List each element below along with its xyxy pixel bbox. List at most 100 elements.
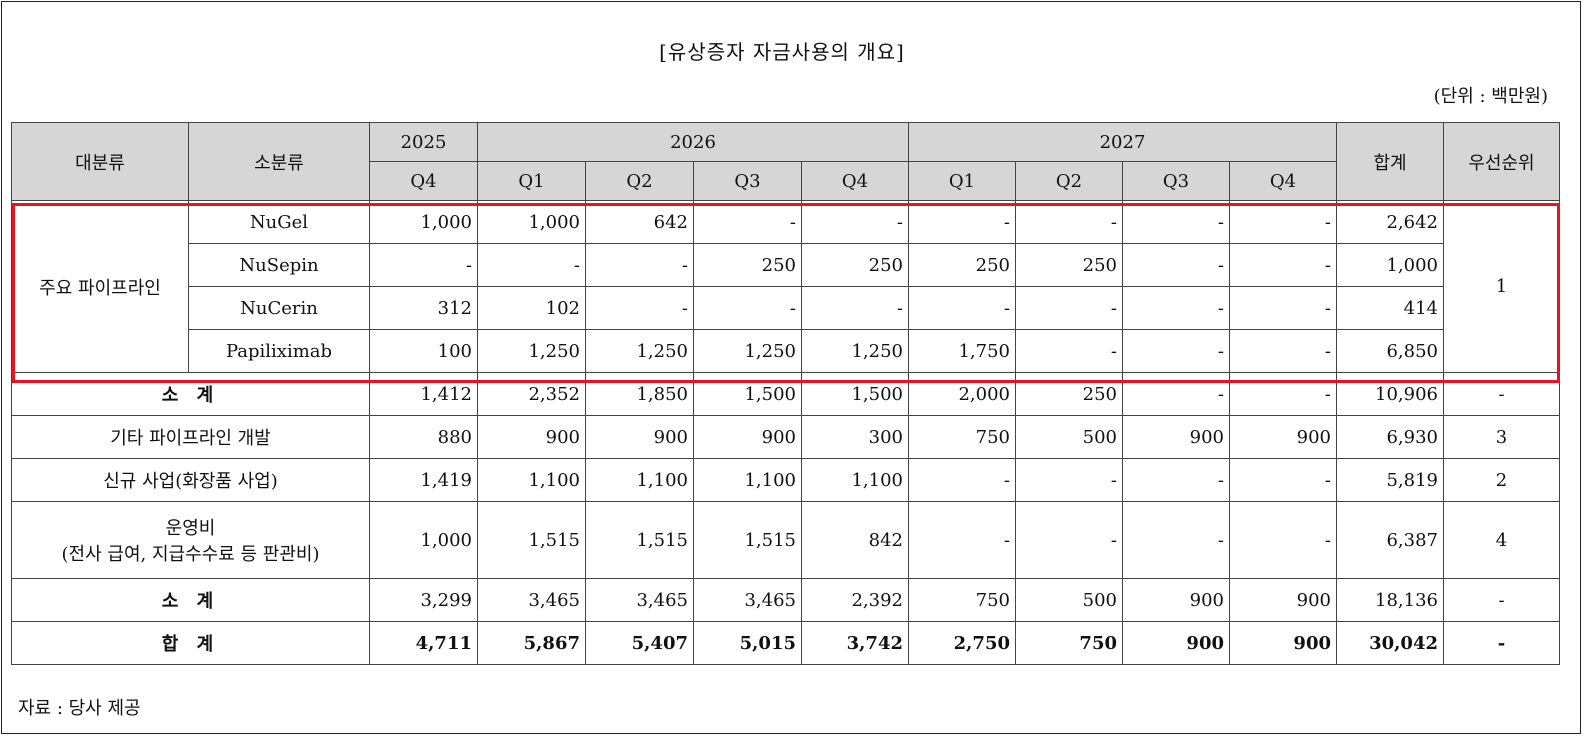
value-cell: 900	[1229, 415, 1337, 459]
total-cell: 2,642	[1336, 200, 1444, 244]
subtotal-row: 소 계 1,412 2,352 1,850 1,500 1,500 2,000 …	[11, 372, 1560, 416]
header-total: 합계	[1336, 122, 1444, 201]
row-label: 신규 사업(화장품 사업)	[11, 458, 370, 502]
value-cell: 300	[801, 415, 909, 459]
header-quarter: Q2	[1015, 161, 1123, 201]
value-cell: 1,412	[369, 372, 478, 416]
total-cell: 414	[1336, 286, 1444, 330]
value-cell: -	[908, 286, 1016, 330]
value-cell: -	[1015, 329, 1123, 373]
value-cell: 1,000	[369, 501, 478, 579]
fund-usage-table: 대분류 소분류 2025 2026 2027 합계 우선순위 Q4 Q1 Q2 …	[11, 122, 1560, 665]
group-priority-cell: 1	[1443, 200, 1560, 373]
value-cell: 880	[369, 415, 478, 459]
value-cell: -	[1122, 243, 1230, 287]
value-cell: -	[1122, 286, 1230, 330]
priority-cell: -	[1443, 372, 1560, 416]
value-cell: 842	[801, 501, 909, 579]
value-cell: -	[585, 286, 694, 330]
value-cell: 250	[1015, 243, 1123, 287]
priority-cell: 3	[1443, 415, 1560, 459]
total-cell: 6,387	[1336, 501, 1444, 579]
value-cell: -	[1122, 458, 1230, 502]
value-cell: -	[1122, 200, 1230, 244]
priority-cell: 2	[1443, 458, 1560, 502]
value-cell: 750	[908, 415, 1016, 459]
row-label-line1: 운영비	[165, 518, 216, 539]
value-cell: -	[1015, 458, 1123, 502]
header-quarter: Q3	[1122, 161, 1230, 201]
value-cell: -	[1229, 329, 1337, 373]
row-label: 소 계	[11, 372, 370, 416]
total-cell: 10,906	[1336, 372, 1444, 416]
unit-note: (단위 : 백만원)	[1433, 86, 1548, 107]
value-cell: 1,100	[801, 458, 909, 502]
value-cell: 1,850	[585, 372, 694, 416]
row-label: 기타 파이프라인 개발	[11, 415, 370, 459]
value-cell: 900	[1229, 621, 1337, 665]
header-subcategory: 소분류	[188, 122, 370, 201]
value-cell: 900	[585, 415, 694, 459]
value-cell: 1,100	[693, 458, 802, 502]
value-cell: -	[1229, 200, 1337, 244]
value-cell: 1,500	[801, 372, 909, 416]
value-cell: -	[1229, 501, 1337, 579]
value-cell: 1,000	[477, 200, 586, 244]
value-cell: 3,465	[477, 578, 586, 622]
value-cell: 900	[477, 415, 586, 459]
value-cell: -	[801, 200, 909, 244]
value-cell: 250	[908, 243, 1016, 287]
value-cell: 2,352	[477, 372, 586, 416]
value-cell: 1,750	[908, 329, 1016, 373]
document-title: [유상증자 자금사용의 개요]	[659, 40, 905, 64]
value-cell: 250	[693, 243, 802, 287]
header-category: 대분류	[11, 122, 189, 201]
value-cell: 750	[908, 578, 1016, 622]
table-row: 신규 사업(화장품 사업) 1,419 1,100 1,100 1,100 1,…	[11, 458, 1560, 502]
value-cell: 750	[1015, 621, 1123, 665]
value-cell: 1,100	[585, 458, 694, 502]
value-cell: -	[908, 200, 1016, 244]
value-cell: 900	[1229, 578, 1337, 622]
header-year-2025: 2025	[369, 122, 478, 162]
value-cell: 5,867	[477, 621, 586, 665]
value-cell: 3,299	[369, 578, 478, 622]
value-cell: -	[1229, 458, 1337, 502]
value-cell: -	[477, 243, 586, 287]
priority-cell: -	[1443, 578, 1560, 622]
value-cell: -	[1122, 372, 1230, 416]
total-cell: 5,819	[1336, 458, 1444, 502]
value-cell: 900	[1122, 621, 1230, 665]
value-cell: -	[1122, 501, 1230, 579]
value-cell: 102	[477, 286, 586, 330]
value-cell: -	[908, 458, 1016, 502]
priority-cell: 4	[1443, 501, 1560, 579]
subcategory-cell: NuGel	[188, 200, 370, 244]
value-cell: 1,515	[585, 501, 694, 579]
value-cell: 1,000	[369, 200, 478, 244]
source-note: 자료 : 당사 제공	[18, 698, 141, 719]
subcategory-cell: NuCerin	[188, 286, 370, 330]
value-cell: -	[693, 200, 802, 244]
value-cell: 1,250	[801, 329, 909, 373]
value-cell: 500	[1015, 415, 1123, 459]
value-cell: 312	[369, 286, 478, 330]
row-label: 운영비 (전사 급여, 지급수수료 등 판관비)	[11, 501, 370, 579]
value-cell: 3,465	[693, 578, 802, 622]
table-row: NuSepin - - - 250 250 250 250 - - 1,000	[12, 243, 1560, 287]
value-cell: 900	[693, 415, 802, 459]
value-cell: 100	[369, 329, 478, 373]
value-cell: 1,515	[477, 501, 586, 579]
value-cell: 1,250	[693, 329, 802, 373]
header-priority: 우선순위	[1443, 122, 1560, 201]
value-cell: -	[693, 286, 802, 330]
total-cell: 30,042	[1336, 621, 1444, 665]
value-cell: 1,250	[585, 329, 694, 373]
subcategory-cell: Papiliximab	[188, 329, 370, 373]
value-cell: 3,742	[801, 621, 909, 665]
table-row: 기타 파이프라인 개발 880 900 900 900 300 750 500 …	[11, 415, 1560, 459]
header-quarter: Q4	[369, 161, 478, 201]
value-cell: -	[1015, 286, 1123, 330]
value-cell: 4,711	[369, 621, 478, 665]
